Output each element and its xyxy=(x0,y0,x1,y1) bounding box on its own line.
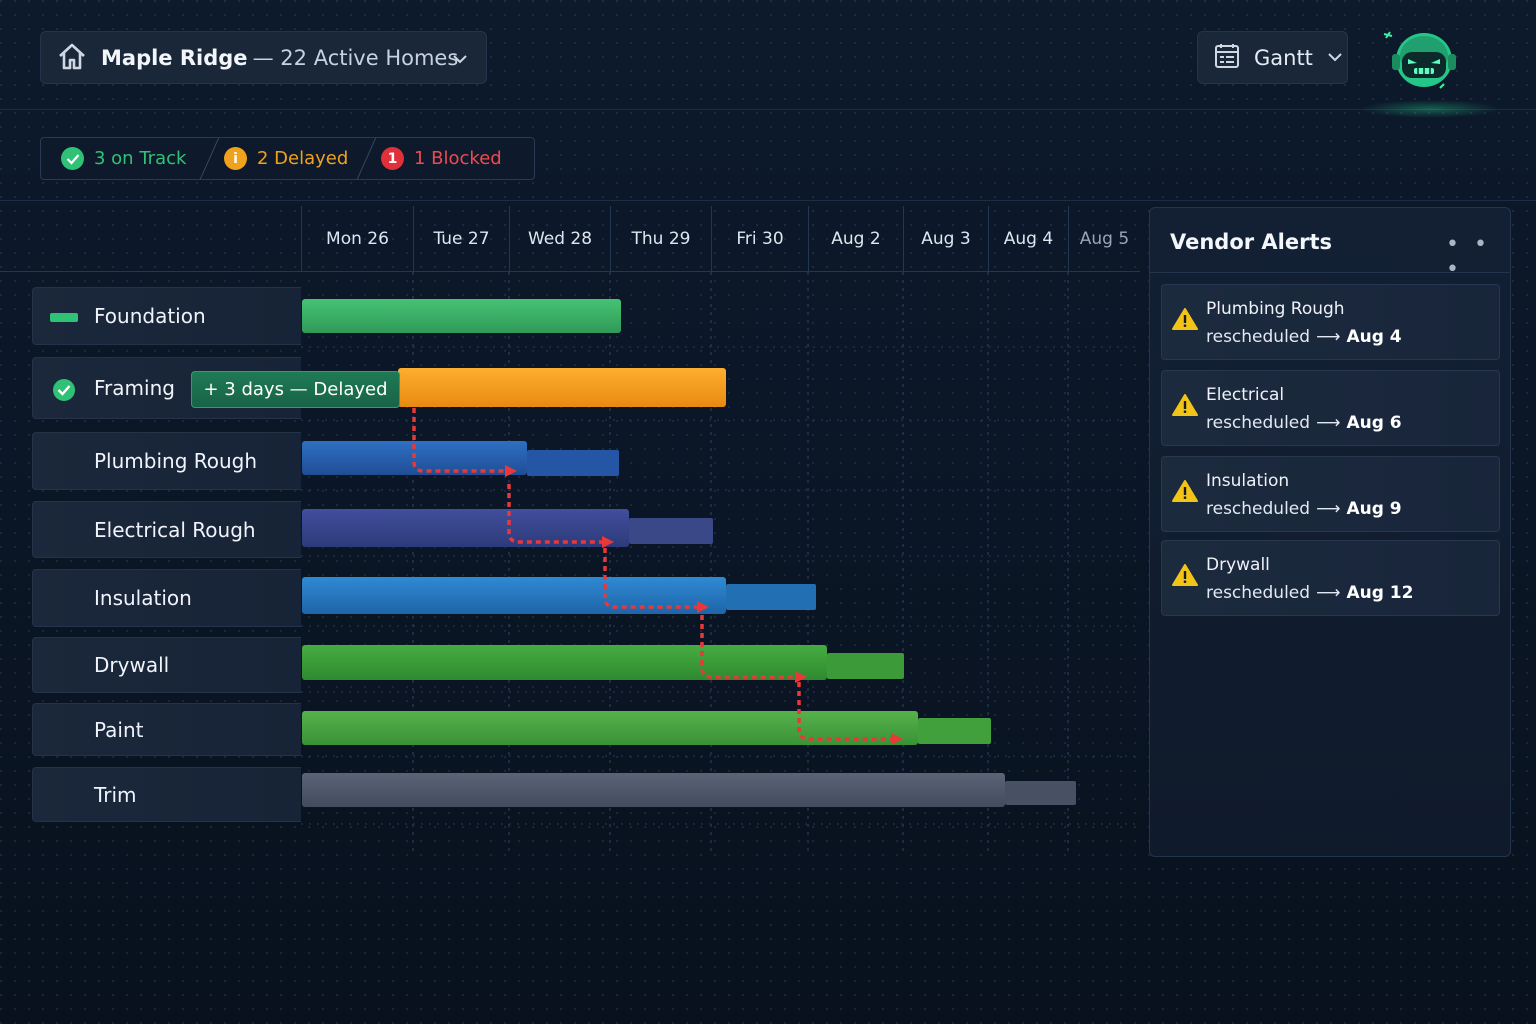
task-label: Foundation xyxy=(94,304,206,328)
arrow-right-icon: ⟶ xyxy=(1316,583,1341,603)
more-options-icon[interactable]: • • • xyxy=(1446,232,1491,282)
gantt-bar-electrical-extension[interactable] xyxy=(629,518,713,544)
alert-task-name: Electrical xyxy=(1206,385,1285,405)
task-row-electrical[interactable]: Electrical Rough xyxy=(32,501,301,558)
warning-icon xyxy=(1172,563,1198,591)
alert-task-name: Plumbing Rough xyxy=(1206,299,1345,319)
blocked-label: 1 Blocked xyxy=(414,148,502,169)
alert-card[interactable]: Plumbing Rough rescheduled ⟶ Aug 4 xyxy=(1161,284,1500,360)
task-row-drywall[interactable]: Drywall xyxy=(32,637,301,693)
alert-date: Aug 6 xyxy=(1346,413,1402,433)
warning-icon xyxy=(1172,307,1198,335)
warning-icon xyxy=(1172,479,1198,507)
task-row-foundation[interactable]: Foundation xyxy=(32,287,301,345)
date-column: Aug 2 xyxy=(808,206,903,272)
project-title: Maple Ridge xyxy=(101,45,248,70)
gantt-bar-paint[interactable] xyxy=(302,711,918,745)
on-track-dash-icon xyxy=(50,313,78,322)
alert-date: Aug 9 xyxy=(1346,499,1402,519)
task-label: Insulation xyxy=(94,586,192,610)
alerts-title: Vendor Alerts xyxy=(1170,230,1333,254)
task-label: Paint xyxy=(94,717,144,742)
alert-text: rescheduled xyxy=(1206,327,1311,347)
project-selector[interactable]: Maple Ridge — 22 Active Homes xyxy=(40,31,487,84)
calendar-icon xyxy=(1214,43,1240,73)
task-label: Drywall xyxy=(94,653,170,677)
alert-date: Aug 4 xyxy=(1346,327,1402,347)
task-label: Trim xyxy=(94,782,137,807)
gantt-bar-trim-extension[interactable] xyxy=(1005,781,1076,805)
gantt-bar-insulation-extension[interactable] xyxy=(726,584,816,610)
gantt-bar-trim[interactable] xyxy=(302,773,1005,807)
date-column: Mon 26 xyxy=(301,206,413,272)
alert-task-name: Insulation xyxy=(1206,471,1290,491)
check-circle-icon xyxy=(52,378,76,407)
task-row-paint[interactable]: Paint xyxy=(32,703,301,756)
arrow-right-icon: ⟶ xyxy=(1316,413,1341,433)
alerts-divider xyxy=(1150,272,1510,273)
view-selector[interactable]: Gantt xyxy=(1197,31,1348,84)
gantt-bar-drywall[interactable] xyxy=(302,645,827,680)
avatar-glow xyxy=(1360,100,1500,118)
date-column: Aug 3 xyxy=(903,206,988,272)
arrow-right-icon: ⟶ xyxy=(1316,499,1341,519)
home-icon xyxy=(57,42,87,74)
task-row-trim[interactable]: Trim xyxy=(32,767,301,822)
info-icon: i xyxy=(224,147,247,170)
chevron-down-icon xyxy=(452,50,468,69)
gantt-bar-drywall-extension[interactable] xyxy=(827,653,904,679)
alert-date: Aug 12 xyxy=(1346,583,1414,603)
alert-card[interactable]: Electrical rescheduled ⟶ Aug 6 xyxy=(1161,370,1500,446)
dependency-arrows xyxy=(412,408,903,745)
project-subtitle: — 22 Active Homes xyxy=(252,45,459,70)
task-label: Electrical Rough xyxy=(94,517,256,542)
section-divider xyxy=(0,200,1536,201)
gantt-bar-paint-extension[interactable] xyxy=(918,718,991,744)
view-label: Gantt xyxy=(1254,45,1313,70)
date-column: Aug 4 xyxy=(988,206,1068,272)
gantt-bar-insulation[interactable] xyxy=(302,577,726,614)
blocked-icon: 1 xyxy=(381,147,404,170)
robot-avatar-icon[interactable] xyxy=(1380,26,1466,106)
on-track-label: 3 on Track xyxy=(94,148,187,169)
arrow-right-icon: ⟶ xyxy=(1316,327,1341,347)
warning-icon xyxy=(1172,393,1198,421)
date-column: Thu 29 xyxy=(610,206,711,272)
check-circle-icon xyxy=(61,147,84,170)
top-bar: Maple Ridge — 22 Active Homes Gantt xyxy=(0,0,1536,118)
status-summary: 3 on Track i 2 Delayed 1 1 Blocked xyxy=(40,137,535,180)
delay-badge: + 3 days — Delayed xyxy=(191,371,400,408)
task-label: Plumbing Rough xyxy=(94,449,258,473)
gantt-bar-foundation[interactable] xyxy=(302,299,621,333)
delayed-label: 2 Delayed xyxy=(257,148,349,169)
alert-task-name: Drywall xyxy=(1206,555,1270,575)
status-delayed[interactable]: i 2 Delayed xyxy=(224,138,348,179)
vendor-alerts-panel: Vendor Alerts • • • Plumbing Rough resch… xyxy=(1149,207,1511,857)
chevron-down-icon xyxy=(1327,48,1343,67)
alert-card[interactable]: Insulation rescheduled ⟶ Aug 9 xyxy=(1161,456,1500,532)
gantt-bar-framing[interactable] xyxy=(398,368,726,407)
task-label: Framing xyxy=(94,376,175,400)
alert-card[interactable]: Drywall rescheduled ⟶ Aug 12 xyxy=(1161,540,1500,616)
gantt-bar-plumbing-extension[interactable] xyxy=(527,450,619,476)
date-column: Fri 30 xyxy=(711,206,808,272)
gantt-date-header: Mon 26 Tue 27 Wed 28 Thu 29 Fri 30 Aug 2… xyxy=(0,206,1140,272)
task-row-insulation[interactable]: Insulation xyxy=(32,569,301,627)
task-row-plumbing[interactable]: Plumbing Rough xyxy=(32,432,301,490)
date-column: Tue 27 xyxy=(413,206,509,272)
alert-text: rescheduled xyxy=(1206,583,1311,603)
status-on-track[interactable]: 3 on Track xyxy=(61,138,186,179)
date-column: Wed 28 xyxy=(509,206,610,272)
alert-text: rescheduled xyxy=(1206,499,1311,519)
date-column: Aug 5 xyxy=(1068,206,1140,272)
status-blocked[interactable]: 1 1 Blocked xyxy=(381,138,502,179)
alert-text: rescheduled xyxy=(1206,413,1311,433)
